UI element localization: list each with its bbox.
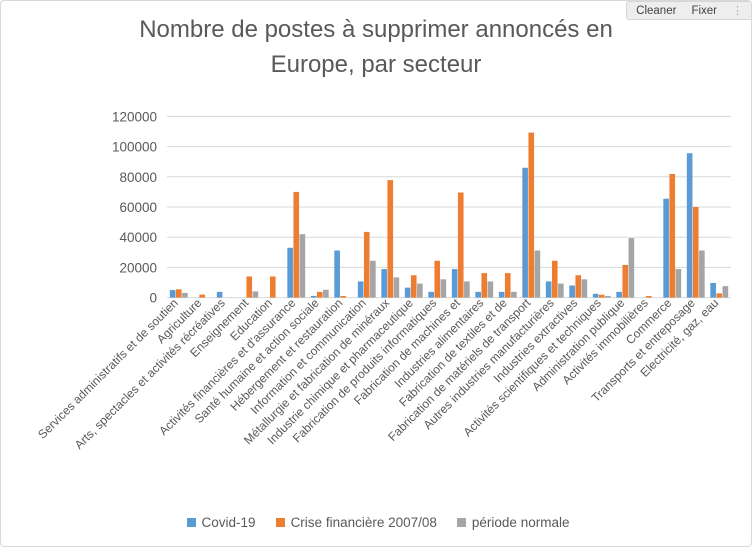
svg-text:120000: 120000 <box>112 109 157 124</box>
svg-text:60000: 60000 <box>119 200 157 215</box>
svg-text:100000: 100000 <box>112 140 157 155</box>
svg-text:40000: 40000 <box>119 230 157 245</box>
svg-text:80000: 80000 <box>119 170 157 185</box>
svg-text:0: 0 <box>149 291 157 306</box>
svg-text:20000: 20000 <box>119 260 157 275</box>
